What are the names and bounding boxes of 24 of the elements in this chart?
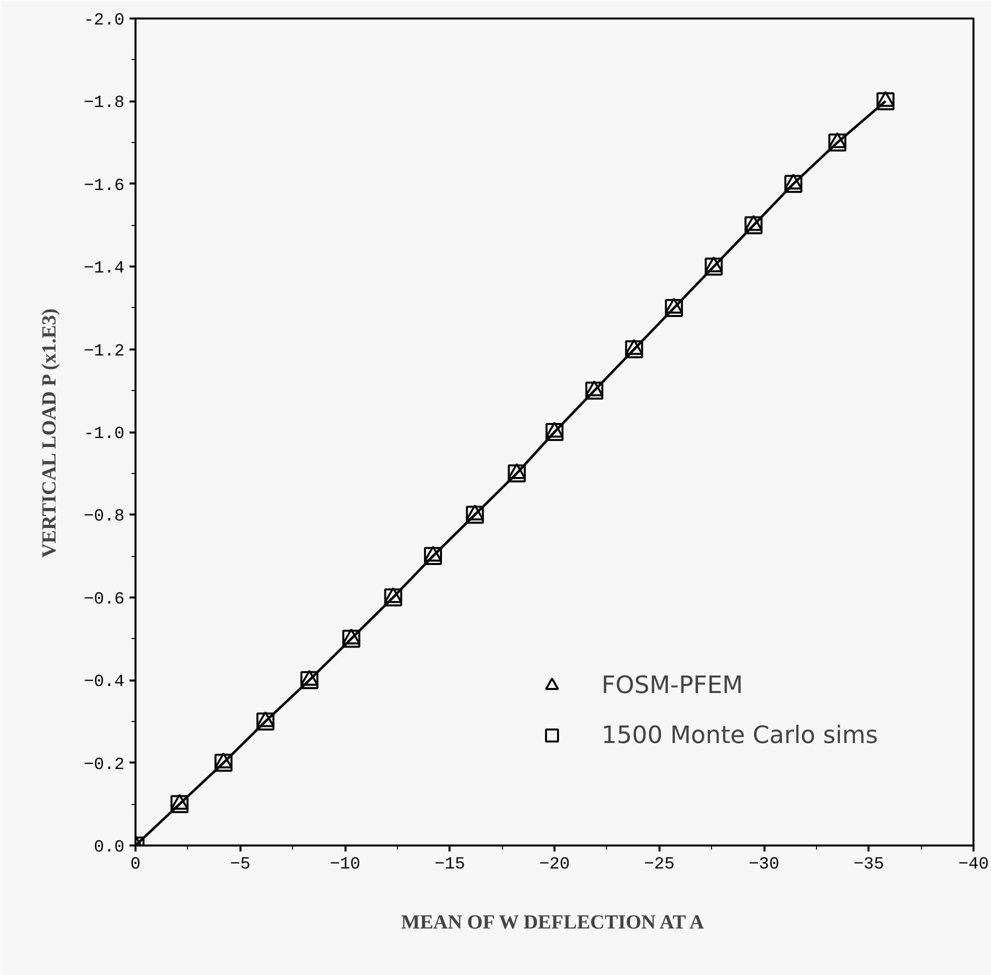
legend-label: FOSM-PFEM [602,671,743,699]
x-tick-label: −40 [958,856,989,874]
y-tick-label: −0.6 [84,590,125,610]
y-tick-label: 0.0 [94,838,125,858]
legend-label: 1500 Monte Carlo sims [602,721,878,749]
y-tick-label: −1.2 [84,342,125,362]
x-tick-label: −20 [539,856,570,874]
x-tick-label: −10 [330,856,360,874]
y-tick-label: −0.2 [84,756,125,775]
x-tick-label: −35 [853,856,884,874]
y-axis-title: VERTICAL LOAD P (x1.E3) [38,308,61,558]
y-tick-label: −0.4 [84,673,125,692]
y-tick-label: -2.0 [84,12,125,30]
x-tick-label: 0 [130,856,141,874]
x-tick-label: −5 [230,856,250,874]
y-tick-label: −1.4 [84,260,125,279]
x-tick-label: −30 [748,856,780,874]
y-tick-label: −1.6 [84,176,125,196]
y-tick-label: −0.8 [84,508,125,527]
y-tick-label: −1.8 [84,94,125,114]
x-tick-label: −25 [644,856,675,874]
x-tick-label: −15 [434,856,466,874]
x-axis-title: MEAN OF W DEFLECTION AT A [401,912,704,934]
y-tick-label: -1.0 [84,425,125,444]
